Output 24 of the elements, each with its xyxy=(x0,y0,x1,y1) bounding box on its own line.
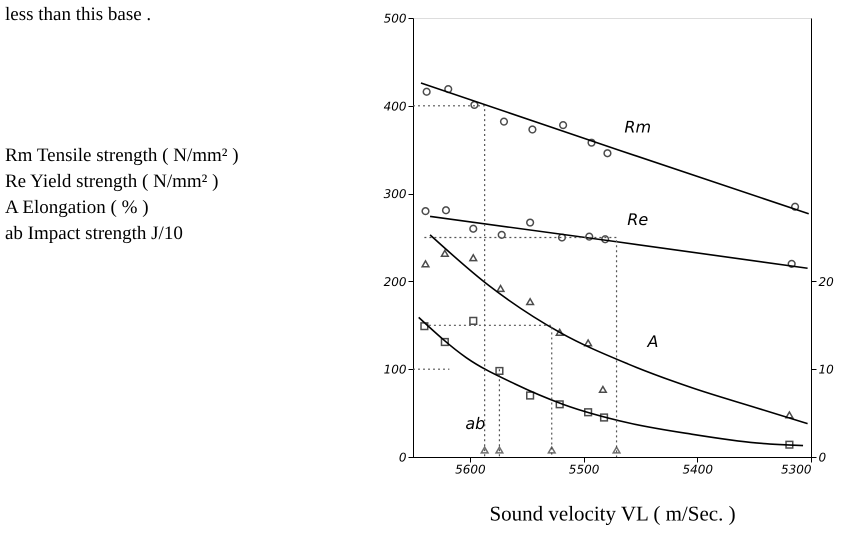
text: ab Impact strength J/10 xyxy=(5,223,183,244)
text: Re Yield strength ( N/mm² ) xyxy=(5,171,218,192)
x-tick-label: 5600 xyxy=(455,462,486,476)
text: Rm Tensile strength ( N/mm² ) xyxy=(5,145,239,166)
y-tick-label: 500 xyxy=(384,12,407,26)
y-tick-label: 200 xyxy=(384,274,407,289)
y-tick-label: 0 xyxy=(398,450,407,464)
x-tick-label: 5400 xyxy=(682,462,714,476)
line-series xyxy=(418,316,804,446)
x-axis-title: Sound velocity VL ( m/Sec. ) xyxy=(489,502,736,526)
y2-tick-label: 20 xyxy=(818,274,834,289)
series-label: Re xyxy=(627,210,648,229)
text: ab xyxy=(465,414,486,434)
y2-tick-label: 10 xyxy=(818,362,834,377)
y2-tick-label: 0 xyxy=(818,450,826,464)
series-label: Rm xyxy=(624,118,652,137)
x-tick-label: 5500 xyxy=(568,462,600,476)
y-tick-label: 300 xyxy=(384,187,407,202)
x-tick-label: 5300 xyxy=(780,462,812,476)
text: less than this base . xyxy=(5,4,152,25)
y-tick-label: 400 xyxy=(384,99,407,114)
text: A Elongation ( % ) xyxy=(5,197,149,218)
y-tick-label: 100 xyxy=(384,362,407,377)
series-label: A xyxy=(646,332,658,351)
